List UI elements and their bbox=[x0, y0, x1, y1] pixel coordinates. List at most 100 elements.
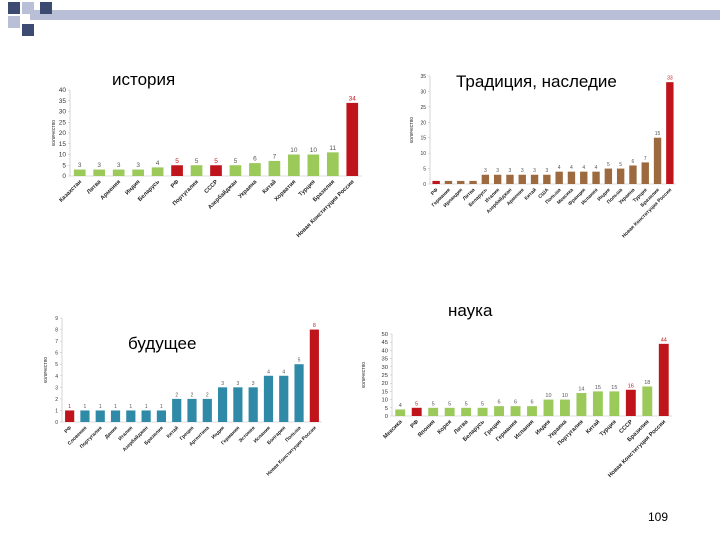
future-value-label: 1 bbox=[84, 404, 87, 410]
future-value-label: 5 bbox=[298, 358, 301, 364]
science-y-tick-label: 25 bbox=[382, 373, 388, 379]
future-y-tick-label: 6 bbox=[55, 351, 58, 357]
history-value-label: 3 bbox=[136, 162, 140, 169]
tradition-y-tick-label: 35 bbox=[420, 74, 426, 80]
future-y-tick-label: 8 bbox=[55, 328, 58, 334]
future-y-tick-label: 3 bbox=[55, 385, 58, 391]
science-value-label: 14 bbox=[578, 387, 584, 393]
history-value-label: 5 bbox=[234, 158, 238, 165]
future-value-label: 3 bbox=[252, 381, 255, 387]
tradition-bar bbox=[653, 137, 662, 184]
tradition-bar bbox=[444, 180, 453, 184]
science-y-tick-label: 30 bbox=[382, 365, 388, 371]
future-bar bbox=[65, 410, 75, 422]
science-value-label: 5 bbox=[465, 401, 468, 407]
science-chart-svg: количество 0 5 10 15 20 25 30 35 40 45 50 4 Мексика 5 Р… bbox=[361, 332, 672, 479]
history-value-label: 5 bbox=[175, 158, 179, 165]
tradition-y-tick-label: 25 bbox=[420, 105, 426, 111]
science-category-label: Япония bbox=[417, 419, 437, 439]
future-bar bbox=[294, 364, 304, 422]
tradition-bar bbox=[432, 180, 440, 184]
tradition-value-label: 4 bbox=[570, 165, 573, 171]
science-category-label: Турция bbox=[599, 419, 618, 438]
tradition-bar bbox=[629, 165, 637, 184]
history-value-label: 10 bbox=[310, 147, 318, 154]
history-value-label: 34 bbox=[349, 95, 357, 102]
tradition-bar bbox=[580, 171, 588, 184]
history-bar bbox=[132, 169, 144, 176]
future-y-tick-label: 7 bbox=[55, 339, 58, 345]
future-y-tick-label: 2 bbox=[55, 397, 58, 403]
history-value-label: 6 bbox=[253, 156, 257, 163]
tradition-bar bbox=[457, 180, 465, 184]
history-bar bbox=[171, 165, 183, 176]
tradition-value-label: 3 bbox=[521, 168, 524, 174]
science-bar bbox=[560, 399, 570, 416]
future-value-label: 3 bbox=[236, 381, 239, 387]
history-value-label: 5 bbox=[195, 158, 199, 165]
history-bar bbox=[346, 102, 359, 176]
science-y-tick-label: 15 bbox=[382, 389, 388, 395]
history-value-label: 11 bbox=[329, 145, 336, 152]
science-chart: количество 0 5 10 15 20 25 30 35 40 45 50 4 Мексика 5 Р… bbox=[358, 326, 680, 512]
future-bar bbox=[263, 375, 274, 422]
future-bar bbox=[248, 387, 258, 422]
tradition-value-label: 3 bbox=[509, 168, 512, 174]
history-chart: количество 0 5 10 15 20 25 30 35 40 3 Казахстан 3 Лит… bbox=[48, 78, 368, 288]
future-value-label: 3 bbox=[221, 381, 224, 387]
history-bar bbox=[249, 163, 261, 176]
history-category-label: РФ bbox=[170, 179, 180, 189]
history-chart-title: история bbox=[112, 70, 176, 89]
future-bar bbox=[80, 410, 90, 422]
future-bar bbox=[233, 387, 243, 422]
science-value-label: 16 bbox=[628, 383, 634, 389]
future-chart-svg: количество01234567891РФ1Словения1Португа… bbox=[43, 316, 322, 477]
future-value-label: 1 bbox=[114, 404, 117, 410]
tradition-y-tick-label: 0 bbox=[423, 182, 426, 188]
science-bar bbox=[543, 399, 554, 416]
science-y-tick-label: 10 bbox=[382, 398, 388, 404]
tradition-y-tick-label: 5 bbox=[423, 167, 426, 173]
future-chart-title: будущее bbox=[128, 334, 197, 353]
tradition-value-label: 4 bbox=[582, 165, 585, 171]
science-value-label: 44 bbox=[661, 337, 667, 343]
science-bar bbox=[625, 389, 636, 416]
future-bar bbox=[126, 410, 136, 422]
tradition-bar bbox=[604, 168, 613, 184]
science-bar bbox=[642, 386, 653, 416]
future-value-label: 8 bbox=[313, 323, 316, 329]
history-category-label: Китай bbox=[261, 178, 278, 195]
tradition-bar bbox=[592, 171, 600, 184]
science-value-label: 5 bbox=[481, 401, 484, 407]
history-value-label: 5 bbox=[214, 158, 218, 165]
future-value-label: 1 bbox=[99, 404, 102, 410]
history-y-tick-label: 20 bbox=[59, 130, 67, 137]
science-value-label: 10 bbox=[562, 393, 568, 399]
history-bar bbox=[326, 152, 339, 176]
history-category-label: Турция bbox=[298, 179, 317, 198]
future-value-label: 2 bbox=[191, 392, 194, 398]
header-square-1 bbox=[8, 2, 20, 14]
science-bar bbox=[592, 391, 603, 416]
page-number: 109 bbox=[648, 510, 669, 524]
science-chart-title: наука bbox=[448, 301, 493, 320]
future-value-label: 1 bbox=[160, 404, 163, 410]
tradition-y-tick-label: 30 bbox=[420, 89, 426, 95]
history-bar bbox=[93, 169, 106, 176]
tradition-bar bbox=[567, 171, 576, 184]
history-category-label: Казахстан bbox=[59, 179, 84, 204]
science-bar bbox=[527, 406, 537, 416]
science-category-label: Мексика bbox=[383, 419, 405, 441]
history-value-label: 7 bbox=[273, 153, 277, 160]
tradition-bar bbox=[641, 162, 649, 184]
future-bar bbox=[202, 398, 212, 422]
future-bar bbox=[279, 375, 289, 422]
tradition-value-label: 33 bbox=[667, 76, 673, 82]
history-y-tick-label: 30 bbox=[59, 109, 67, 116]
future-bar bbox=[187, 398, 197, 422]
science-y-tick-label: 5 bbox=[385, 406, 388, 412]
tradition-value-label: 7 bbox=[644, 156, 647, 162]
tradition-y-axis-label: количество bbox=[409, 117, 415, 143]
future-value-label: 2 bbox=[175, 392, 178, 398]
future-bar bbox=[218, 387, 228, 422]
